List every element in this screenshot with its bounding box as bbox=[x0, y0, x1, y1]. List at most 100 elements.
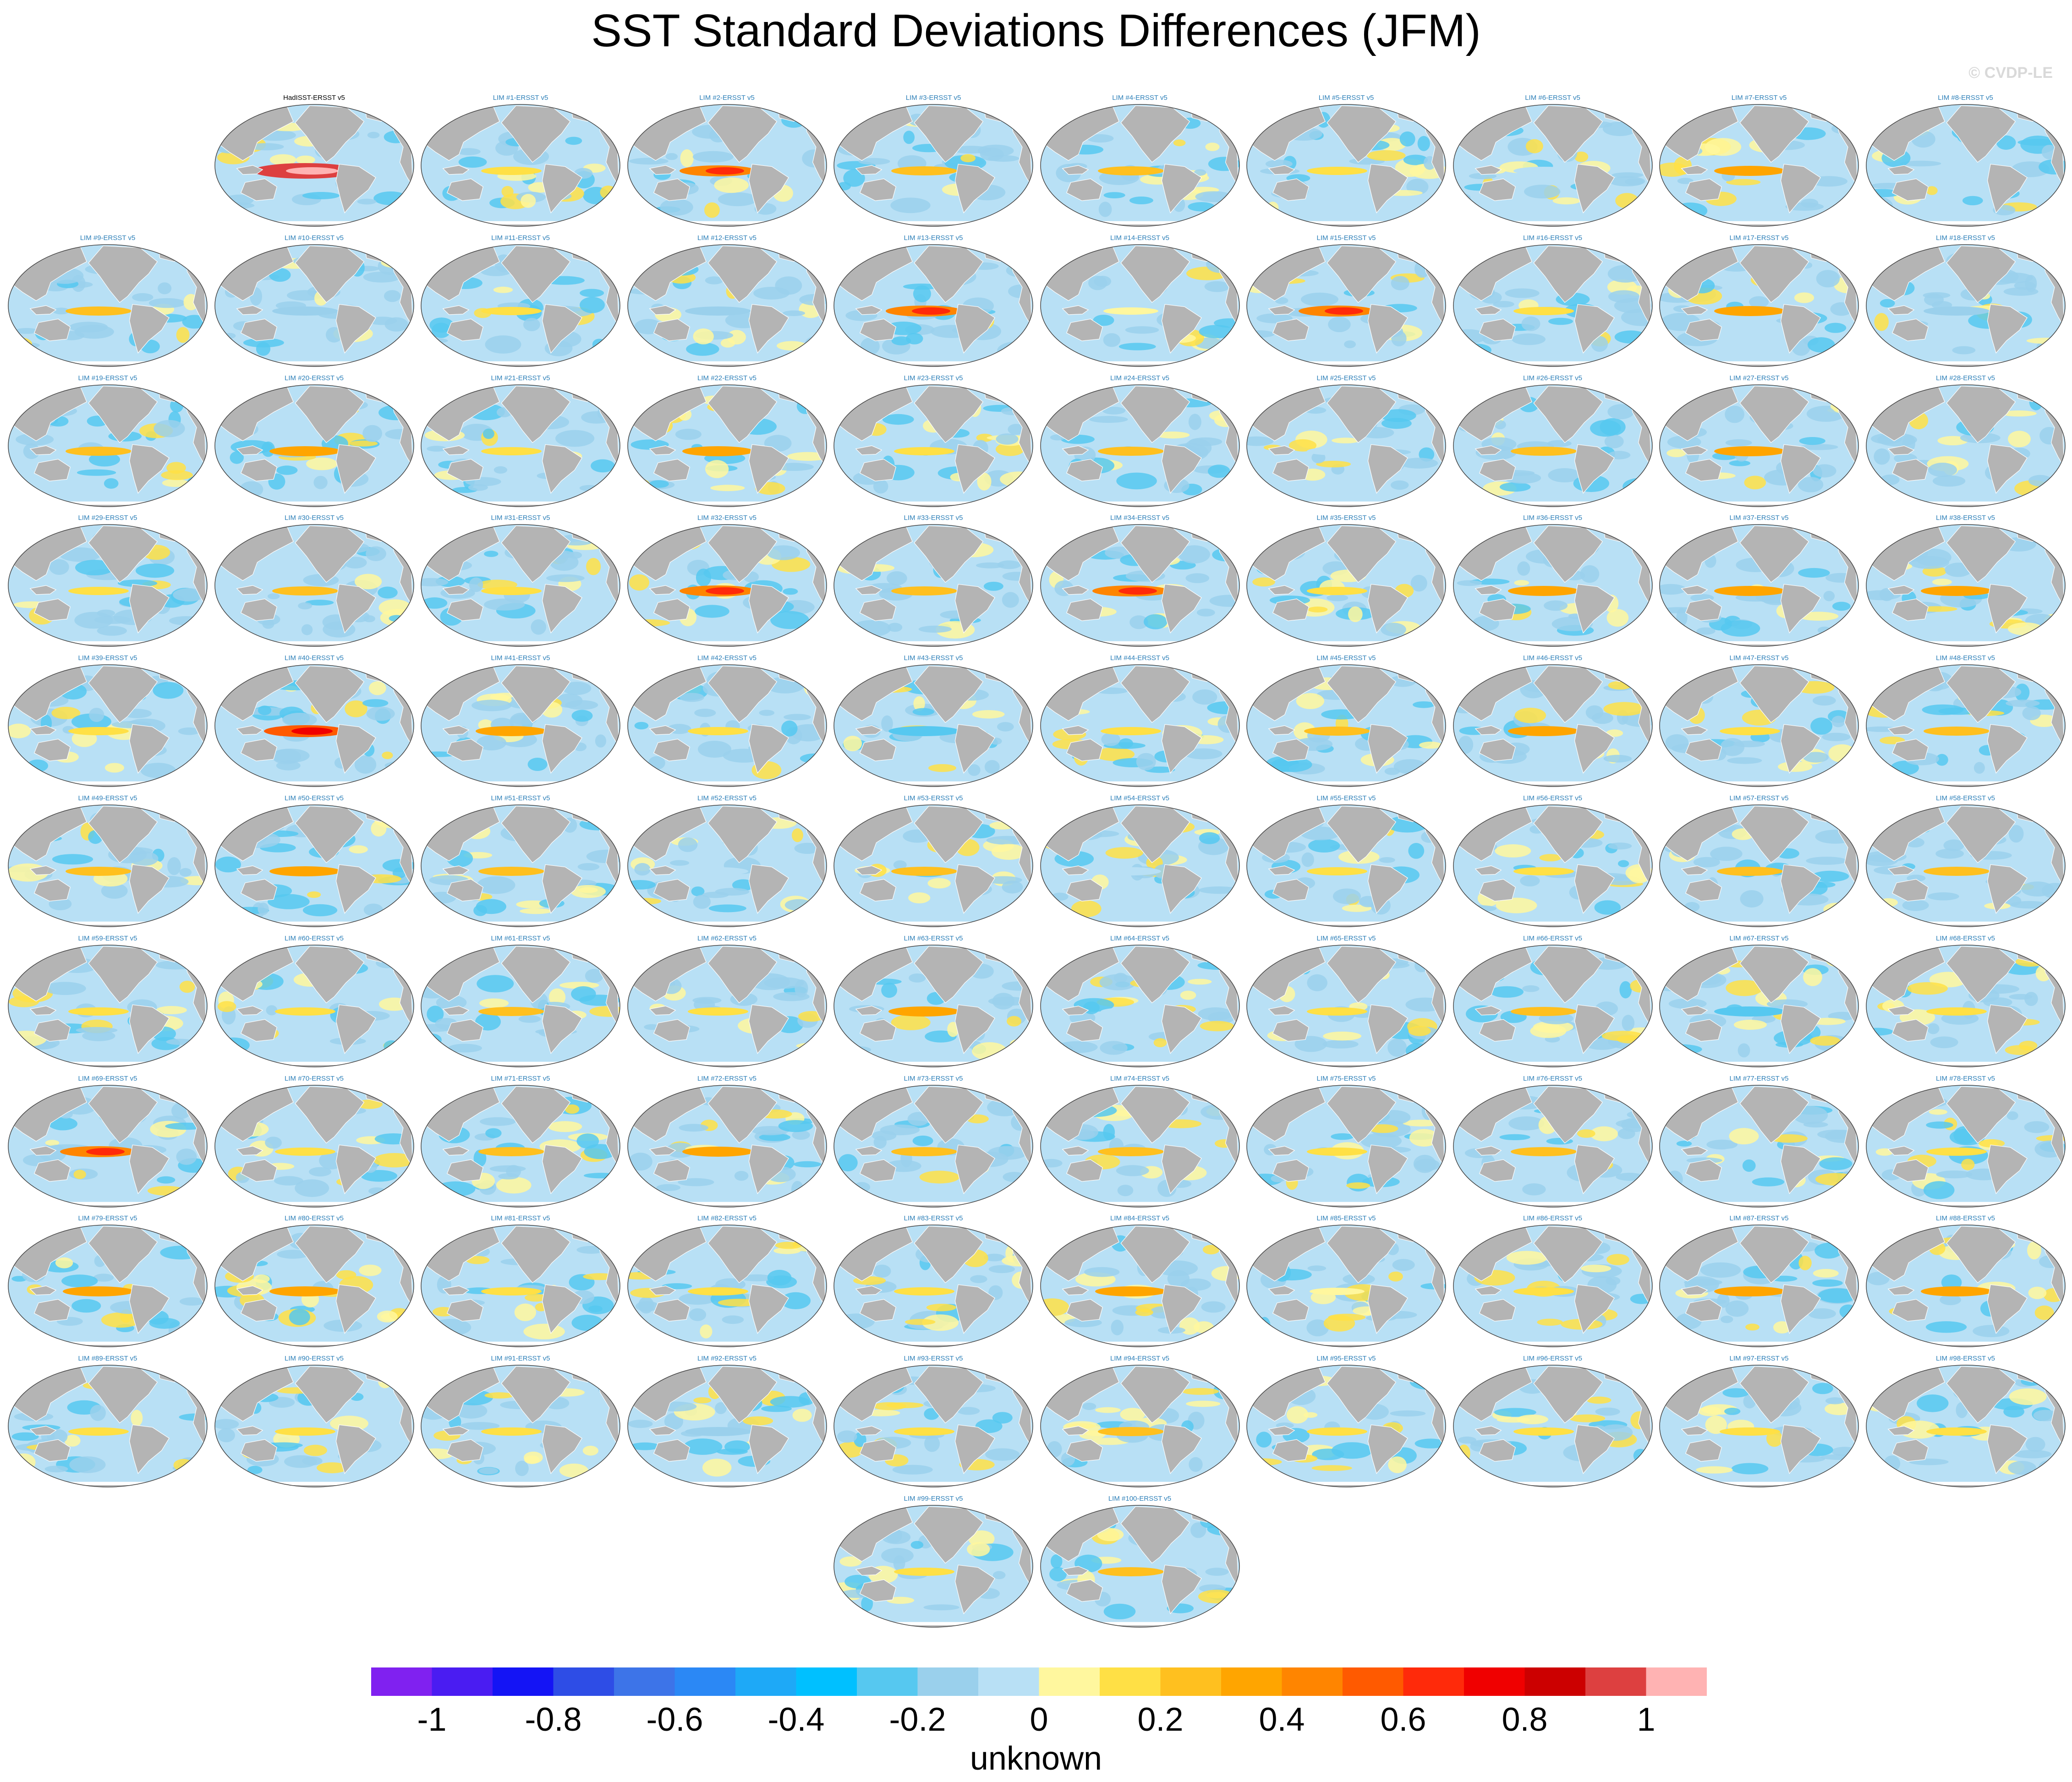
land-mass bbox=[542, 444, 582, 494]
land-mass bbox=[1367, 1144, 1408, 1194]
anomaly-patch bbox=[2028, 1287, 2046, 1300]
anomaly-patch bbox=[1102, 406, 1125, 415]
anomaly-patch bbox=[987, 1146, 1027, 1160]
world-map bbox=[1865, 104, 2066, 227]
map-panel: LIM #96-ERSST v5 bbox=[1452, 1355, 1654, 1492]
world-map bbox=[1659, 104, 1859, 227]
tropical-pacific-anomaly bbox=[481, 587, 542, 596]
anomaly-patch bbox=[1574, 151, 1588, 162]
anomaly-patch bbox=[286, 290, 323, 301]
anomaly-patch bbox=[793, 1161, 821, 1167]
land-mass bbox=[1987, 864, 2028, 914]
world-map bbox=[833, 1365, 1033, 1487]
anomaly-patch bbox=[1390, 480, 1409, 490]
tropical-pacific-anomaly bbox=[68, 587, 129, 596]
antarctica bbox=[1660, 785, 1858, 787]
land-mass bbox=[542, 1144, 582, 1194]
antarctica bbox=[421, 1345, 620, 1347]
map-border bbox=[1865, 244, 2066, 367]
anomaly-patch bbox=[893, 860, 907, 869]
anomaly-patch bbox=[580, 289, 604, 297]
anomaly-patch bbox=[302, 192, 340, 199]
anomaly-patch bbox=[169, 616, 203, 626]
anomaly-patch bbox=[976, 433, 993, 442]
anomaly-patch bbox=[1794, 292, 1814, 303]
anomaly-patch bbox=[1605, 1277, 1620, 1285]
anomaly-patch bbox=[1932, 475, 1965, 486]
world-map bbox=[1453, 244, 1653, 367]
tropical-pacific-core bbox=[705, 167, 744, 175]
tropical-pacific-anomaly bbox=[1714, 586, 1786, 596]
panel-title: LIM #58-ERSST v5 bbox=[1936, 794, 1995, 802]
anomaly-patch bbox=[469, 577, 483, 592]
land-mass bbox=[1272, 738, 1309, 761]
antarctica bbox=[214, 925, 414, 927]
anomaly-patch bbox=[1700, 1263, 1741, 1278]
anomaly-patch bbox=[1972, 1325, 2009, 1338]
tropical-pacific-anomaly bbox=[1100, 867, 1161, 875]
land-mass bbox=[1891, 1159, 1929, 1182]
land-mass bbox=[240, 1299, 277, 1322]
land-mass bbox=[129, 864, 170, 914]
land-mass bbox=[88, 1366, 158, 1424]
anomaly-patch bbox=[239, 481, 263, 497]
panel-title: LIM #37-ERSST v5 bbox=[1729, 514, 1789, 522]
antarctica bbox=[1247, 1345, 1446, 1347]
land-mass bbox=[1268, 1145, 1295, 1156]
anomaly-patch bbox=[1117, 1184, 1133, 1196]
land-mass bbox=[954, 444, 995, 494]
anomaly-patch bbox=[1928, 462, 1957, 477]
antarctica bbox=[834, 364, 1033, 366]
anomaly-patch bbox=[1721, 1316, 1733, 1323]
world-map bbox=[1246, 1084, 1446, 1208]
antarctica bbox=[1660, 645, 1858, 647]
anomaly-patch bbox=[924, 1435, 940, 1452]
land-mass bbox=[1681, 585, 1708, 595]
panel-title: LIM #98-ERSST v5 bbox=[1936, 1355, 1995, 1363]
anomaly-patch bbox=[1005, 1464, 1022, 1478]
panel-title: LIM #96-ERSST v5 bbox=[1523, 1355, 1582, 1363]
land-mass bbox=[1268, 1006, 1295, 1016]
map-border bbox=[421, 664, 620, 787]
anomaly-patch bbox=[49, 559, 69, 575]
anomaly-patch bbox=[276, 1250, 309, 1259]
map-border bbox=[421, 1224, 620, 1348]
anomaly-patch bbox=[1547, 440, 1572, 447]
land-mass bbox=[236, 585, 263, 595]
antarctica bbox=[627, 1345, 827, 1347]
colorbar-swatch bbox=[1343, 1667, 1403, 1696]
map-border bbox=[833, 1365, 1033, 1487]
anomaly-patch bbox=[680, 149, 694, 167]
anomaly-patch bbox=[1749, 296, 1769, 308]
anomaly-patch bbox=[1272, 757, 1312, 772]
anomaly-patch bbox=[702, 1459, 731, 1477]
anomaly-patch bbox=[1922, 704, 1964, 716]
land-mass bbox=[1987, 1285, 2028, 1334]
map-border bbox=[1453, 244, 1653, 367]
map-border bbox=[1659, 664, 1859, 787]
map-panel: LIM #22-ERSST v5 bbox=[626, 374, 828, 512]
tropical-pacific-anomaly bbox=[687, 1287, 748, 1296]
map-border bbox=[214, 1084, 414, 1208]
anomaly-patch bbox=[1189, 437, 1222, 446]
land-mass bbox=[707, 666, 777, 723]
anomaly-patch bbox=[1943, 839, 1964, 852]
anomaly-patch bbox=[383, 1040, 399, 1052]
anomaly-patch bbox=[1380, 409, 1416, 422]
anomaly-patch bbox=[1205, 142, 1219, 151]
land-mass bbox=[1367, 584, 1408, 634]
panel-title: LIM #2-ERSST v5 bbox=[699, 94, 755, 102]
map-panel: LIM #90-ERSST v5 bbox=[214, 1355, 415, 1492]
land-mass bbox=[649, 585, 676, 595]
panel-title: LIM #85-ERSST v5 bbox=[1316, 1214, 1376, 1223]
tropical-pacific-core bbox=[1118, 587, 1157, 595]
anomaly-patch bbox=[1813, 1269, 1839, 1278]
panel-title: LIM #30-ERSST v5 bbox=[285, 514, 344, 522]
anomaly-patch bbox=[179, 980, 195, 993]
anomaly-patch bbox=[477, 974, 514, 993]
anomaly-patch bbox=[1111, 1320, 1124, 1336]
land-mass bbox=[1946, 1226, 2016, 1284]
anomaly-patch bbox=[55, 1257, 73, 1268]
map-border bbox=[8, 1224, 208, 1348]
tropical-pacific-core bbox=[285, 167, 338, 175]
